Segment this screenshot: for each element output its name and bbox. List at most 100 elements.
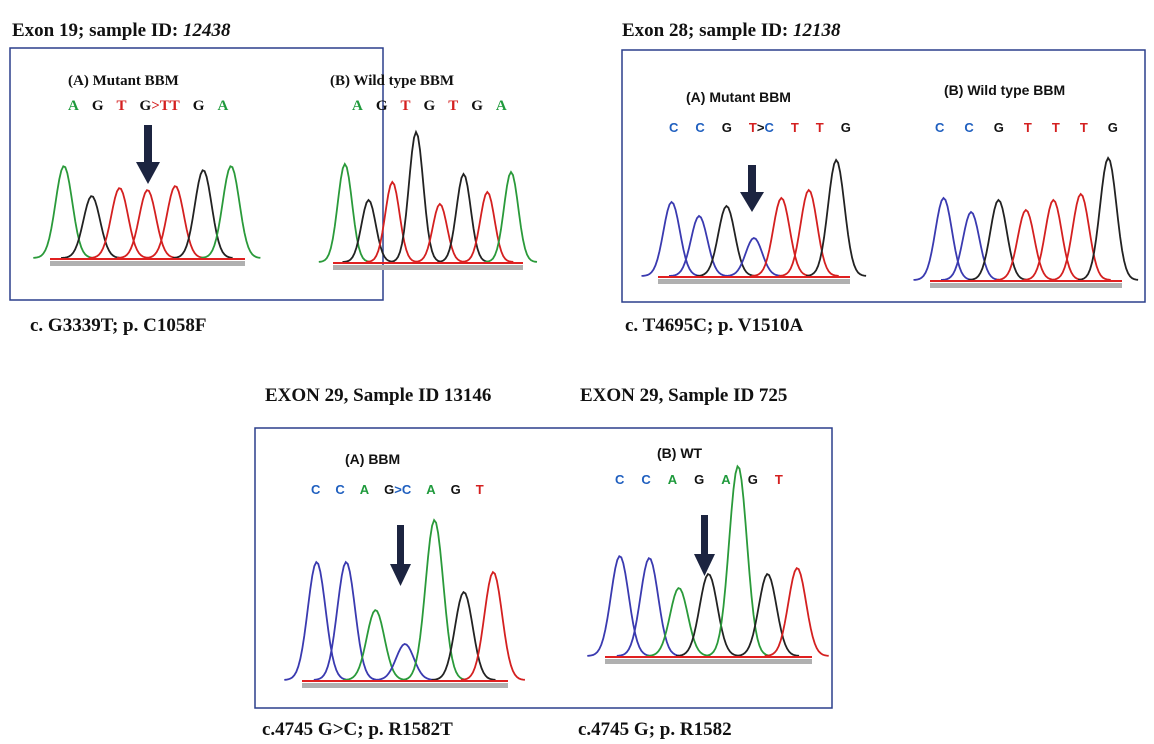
base-letter: G	[424, 98, 436, 114]
trace-peak	[587, 556, 651, 656]
trace-peak	[914, 198, 974, 280]
base-letter: C	[311, 482, 321, 497]
trace-label: (A) BBM	[345, 451, 400, 467]
trace-peak	[61, 196, 121, 258]
base-letter: C	[935, 120, 945, 135]
base-letter: T	[170, 98, 180, 114]
panel-header: EXON 29, Sample ID 725	[580, 385, 787, 406]
trace-peak	[366, 182, 418, 262]
trace-peak	[765, 568, 829, 656]
trace-peak	[314, 562, 378, 680]
trace-label: (B) Wild type BBM	[944, 82, 1065, 98]
trace-peak	[676, 574, 740, 656]
sample-id: 12438	[183, 20, 231, 41]
base-letter: >T	[151, 98, 170, 114]
base-letter: T	[1080, 120, 1088, 135]
trace-peak	[696, 206, 756, 276]
trace-baseline	[50, 261, 245, 266]
panel-header: Exon 19; sample ID: 12438	[12, 20, 231, 41]
trace-peak	[735, 574, 799, 656]
trace-peak	[173, 170, 233, 258]
trace-baseline	[50, 258, 245, 260]
base-letter: T	[117, 98, 127, 114]
trace-peak	[968, 200, 1028, 280]
base-letter: T	[775, 472, 783, 487]
base-letter: >C	[394, 482, 412, 497]
base-letter: G	[92, 98, 104, 114]
base-letter: A	[217, 98, 228, 114]
trace-baseline	[658, 276, 850, 278]
trace-peak	[33, 166, 93, 258]
base-letter: G	[841, 120, 851, 135]
trace-peak	[1023, 200, 1083, 280]
base-letter: G	[140, 98, 152, 114]
caption: c.4745 G; p. R1582	[578, 719, 732, 740]
base-letter: A	[68, 98, 79, 114]
base-letter: A	[360, 482, 370, 497]
chromatogram	[284, 520, 525, 688]
trace-peak	[373, 644, 437, 680]
trace-baseline	[302, 680, 508, 682]
base-letter: C	[695, 120, 705, 135]
base-letter: T	[448, 98, 458, 114]
trace-baseline	[333, 265, 523, 270]
trace-peak	[485, 172, 537, 262]
trace-peak	[779, 190, 839, 276]
base-letter: G	[994, 120, 1004, 135]
base-letter: T	[401, 98, 411, 114]
arrow	[740, 165, 764, 212]
trace-peak	[1051, 194, 1111, 280]
base-letter: C	[764, 120, 774, 135]
base-letter: G	[1108, 120, 1118, 135]
base-letter: G	[376, 98, 388, 114]
trace-baseline	[605, 656, 812, 658]
base-letter: T	[1052, 120, 1060, 135]
trace-label: (A) Mutant BBM	[686, 89, 791, 105]
header-label: Exon 28; sample ID:	[622, 20, 788, 41]
base-letter: C	[669, 120, 679, 135]
base-letter: G	[722, 120, 732, 135]
trace-baseline	[333, 262, 523, 264]
trace-peak	[414, 204, 466, 262]
trace-peak	[402, 520, 466, 680]
base-letter: T	[476, 482, 484, 497]
base-letter: A	[668, 472, 678, 487]
trace-peak	[343, 610, 407, 680]
base-letter: A	[496, 98, 507, 114]
base-row: CCGT>CTTG	[669, 120, 851, 135]
trace-peak	[806, 160, 866, 276]
panel-header: Exon 28; sample ID: 12138	[622, 20, 841, 41]
base-letter: T	[791, 120, 799, 135]
trace-peak	[642, 202, 702, 276]
trace-peak	[461, 572, 525, 680]
panel-frame	[255, 428, 832, 708]
trace-peak	[284, 562, 348, 680]
trace-label: (A) Mutant BBM	[68, 73, 179, 89]
base-letter: G	[694, 472, 704, 487]
trace-peak	[706, 466, 770, 656]
trace-peak	[89, 188, 149, 258]
base-letter: T	[816, 120, 824, 135]
base-letter: C	[335, 482, 345, 497]
figure: Exon 19; sample ID: 12438 Exon 28; sampl…	[0, 0, 1154, 744]
caption: c. T4695C; p. V1510A	[625, 315, 804, 336]
panel-header: EXON 29, Sample ID 13146	[265, 385, 491, 406]
caption: c.4745 G>C; p. R1582T	[262, 719, 453, 740]
base-letter: A	[426, 482, 436, 497]
base-letter: G	[193, 98, 205, 114]
trace-label: (B) Wild type BBM	[330, 73, 454, 89]
base-letter: A	[352, 98, 363, 114]
chromatogram	[914, 158, 1139, 288]
base-letter: C	[641, 472, 651, 487]
trace-baseline	[658, 279, 850, 284]
sample-id: 12138	[793, 20, 841, 41]
base-letter: C	[964, 120, 974, 135]
base-letter: G	[384, 482, 394, 497]
trace-baseline	[930, 280, 1122, 282]
base-letter: T	[749, 120, 757, 135]
